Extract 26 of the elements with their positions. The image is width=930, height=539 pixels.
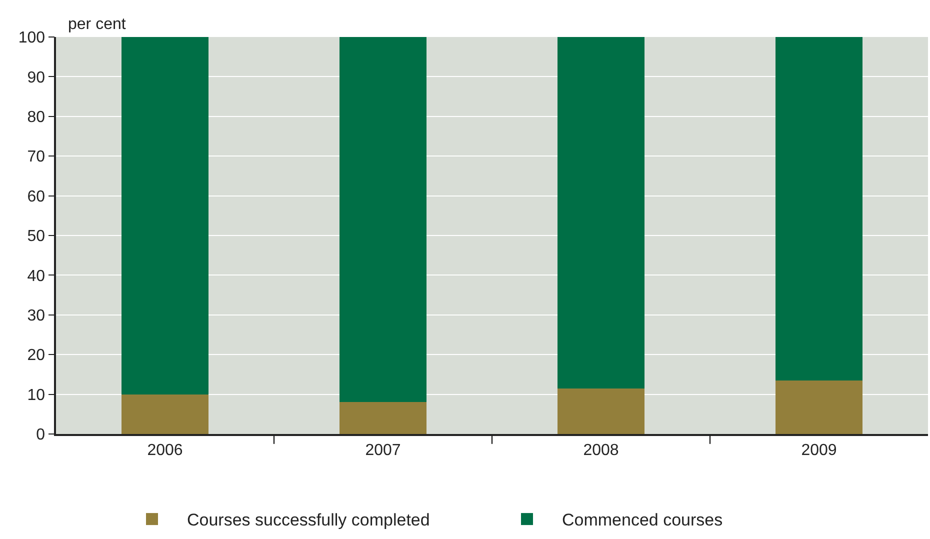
bar <box>121 394 209 434</box>
bar <box>121 37 209 394</box>
x-tick-label: 2007 <box>365 442 401 459</box>
y-tick-label: 100 <box>18 30 46 47</box>
y-tick-label: 0 <box>36 426 46 444</box>
y-tick-label: 40 <box>27 268 46 285</box>
y-tick-label: 30 <box>27 308 46 324</box>
y-tick-label: 50 <box>27 228 46 246</box>
y-tick-label: 10 <box>27 386 46 404</box>
bar <box>339 402 427 434</box>
y-tick-label: 70 <box>27 148 46 166</box>
bar <box>775 37 863 380</box>
y-tick-label: 80 <box>27 109 46 126</box>
x-tick-label: 2006 <box>147 442 183 459</box>
legend-label: Courses successfully completed <box>187 510 430 530</box>
bar <box>775 380 863 434</box>
legend-label: Commenced courses <box>562 510 723 530</box>
bar <box>339 37 427 402</box>
x-tick-label: 2009 <box>801 442 837 459</box>
bar <box>557 388 645 434</box>
y-axis-title: per cent <box>68 16 126 33</box>
x-tick-label: 2008 <box>583 442 619 459</box>
y-tick-label: 20 <box>27 347 46 364</box>
y-tick-label: 90 <box>27 69 46 86</box>
bar <box>557 37 645 388</box>
y-tick-label: 60 <box>27 188 46 206</box>
